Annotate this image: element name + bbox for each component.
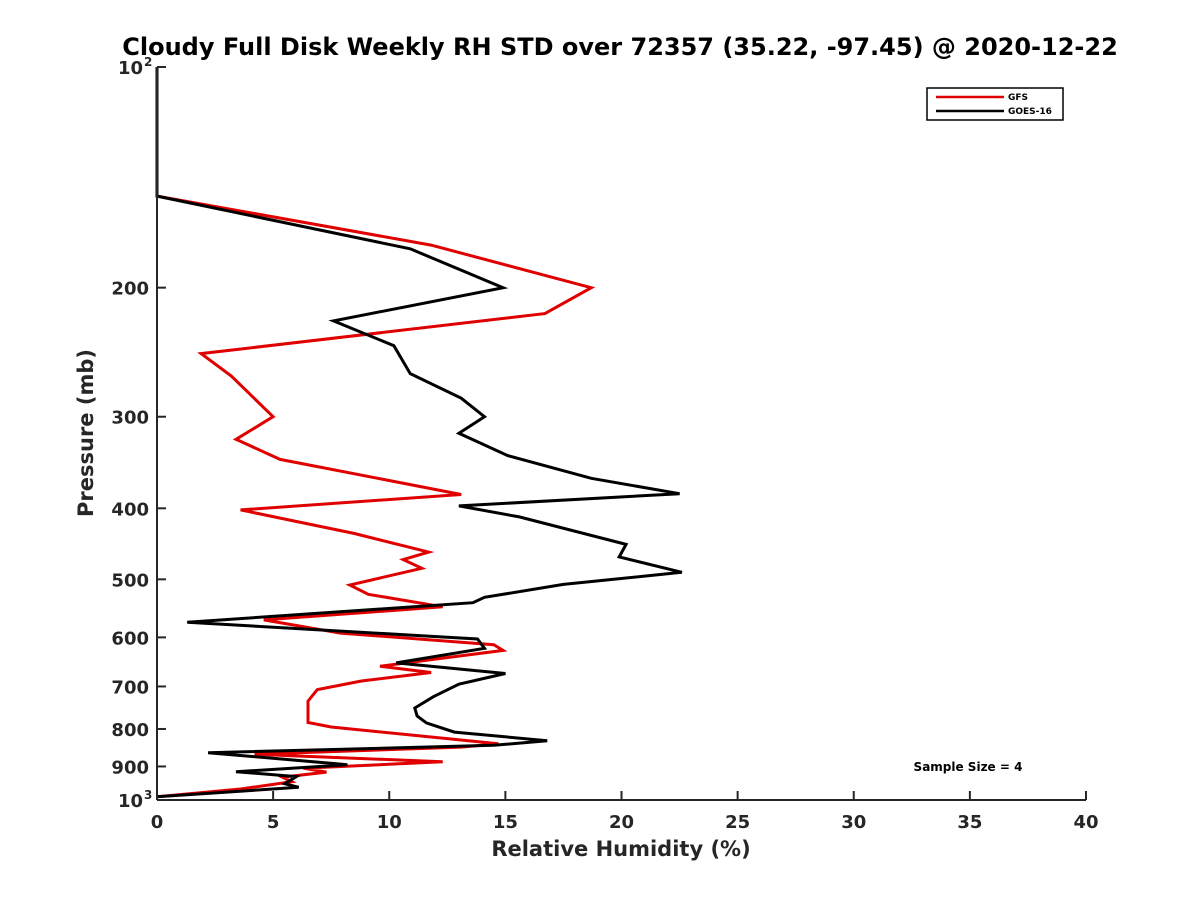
legend: GFS GOES-16 (926, 87, 1064, 121)
legend-box (926, 87, 1064, 121)
y-tick-label: 10 (118, 791, 143, 812)
y-tick-label: 800 (111, 720, 149, 741)
y-tick-exponent: 3 (144, 788, 152, 802)
y-tick-exponent: 2 (144, 55, 152, 69)
x-tick-label: 5 (267, 812, 280, 833)
y-tick-label: 500 (111, 570, 149, 591)
y-tick-label: 900 (111, 757, 149, 778)
series-line-goes16 (155, 67, 683, 799)
x-tick-label: 0 (151, 812, 164, 833)
x-tick-label: 35 (957, 812, 982, 833)
y-tick-label: 10 (118, 58, 143, 79)
legend-label-gfs: GFS (1008, 93, 1028, 103)
x-tick-label: 10 (377, 812, 402, 833)
x-tick-label: 15 (493, 812, 518, 833)
x-tick-label: 40 (1073, 812, 1098, 833)
y-axis-label: Pressure (mb) (74, 349, 98, 517)
y-tick-label: 300 (111, 408, 149, 429)
x-ticks: 0 5 10 15 20 25 30 35 40 (151, 791, 1099, 833)
x-tick-label: 25 (725, 812, 750, 833)
legend-label-goes16: GOES-16 (1008, 107, 1052, 117)
y-tick-label: 200 (111, 279, 149, 300)
x-tick-label: 20 (609, 812, 634, 833)
x-axis-label: Relative Humidity (%) (491, 837, 750, 861)
y-tick-label: 400 (111, 499, 149, 520)
y-tick-label: 700 (111, 677, 149, 698)
chart-title: Cloudy Full Disk Weekly RH STD over 7235… (122, 33, 1118, 61)
y-tick-label: 600 (111, 628, 149, 649)
series-line-gfs (155, 67, 596, 799)
sample-size-annotation: Sample Size = 4 (914, 760, 1023, 774)
series-layer (155, 67, 683, 799)
x-tick-label: 30 (841, 812, 866, 833)
